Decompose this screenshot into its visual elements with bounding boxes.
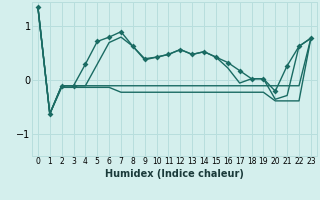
X-axis label: Humidex (Indice chaleur): Humidex (Indice chaleur) xyxy=(105,169,244,179)
